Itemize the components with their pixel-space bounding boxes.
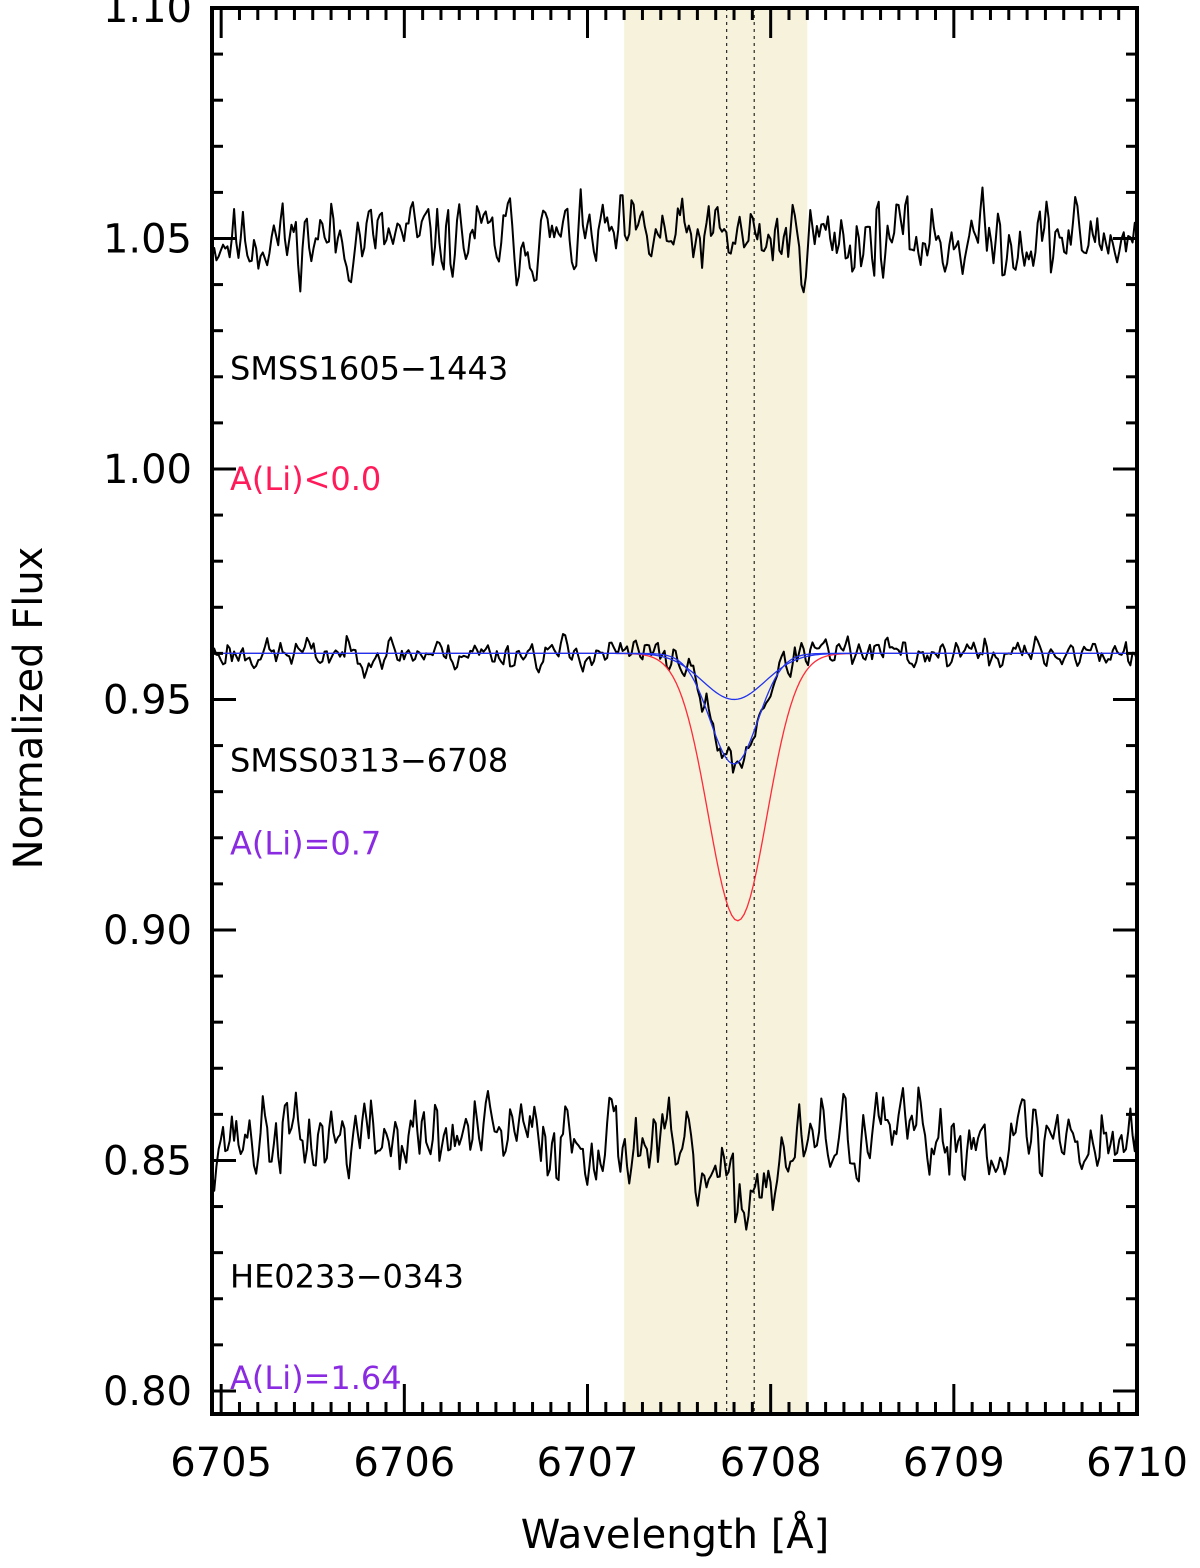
highlight-band-layer — [624, 8, 808, 1414]
spectra-layer — [211, 186, 1138, 1231]
spectrum-line — [211, 1086, 1138, 1231]
x-axis-title: Wavelength [Å] — [521, 1510, 830, 1558]
y-tick-label: 1.00 — [103, 447, 192, 493]
models-layer — [212, 652, 1137, 922]
x-tick-label: 6706 — [353, 1440, 455, 1486]
abundance-label: A(Li)=0.7 — [230, 824, 381, 862]
model-line — [212, 652, 1137, 701]
labels-layer: SMSS1605−1443 A(Li)<0.0 SMSS0313−6708 A(Li)… — [230, 350, 508, 1398]
plot-frame-layer — [210, 6, 1139, 1416]
y-tick-label: 1.10 — [103, 0, 192, 32]
y-tick-label: 0.95 — [103, 677, 192, 723]
star-name-label: HE0233−0343 — [230, 1258, 464, 1296]
y-tick-label: 0.85 — [103, 1138, 192, 1184]
ticks-layer: 6705 6706 6707 6708 6709 6710 0.80 0.85 0.90 0.95… — [103, 0, 1188, 1486]
spectrum-line — [211, 633, 1138, 774]
y-tick-label: 0.90 — [103, 908, 192, 954]
y-tick-label: 0.80 — [103, 1369, 192, 1415]
star-name-label: SMSS0313−6708 — [230, 741, 508, 779]
highlight-band — [624, 8, 808, 1414]
x-tick-label: 6708 — [720, 1440, 822, 1486]
plot-frame — [210, 6, 1139, 1416]
star-name-label: SMSS1605−1443 — [230, 350, 508, 388]
x-tick-label: 6707 — [537, 1440, 639, 1486]
reference-lines-layer — [726, 8, 755, 1414]
x-tick-label: 6710 — [1086, 1440, 1188, 1486]
spectrum-line — [211, 186, 1138, 294]
y-tick-label: 1.05 — [103, 216, 192, 262]
x-tick-label: 6709 — [903, 1440, 1005, 1486]
y-axis-title: Normalized Flux — [6, 547, 52, 870]
abundance-label: A(Li)<0.0 — [230, 460, 381, 498]
x-tick-label: 6705 — [170, 1440, 272, 1486]
abundance-label: A(Li)=1.64 — [230, 1359, 402, 1397]
